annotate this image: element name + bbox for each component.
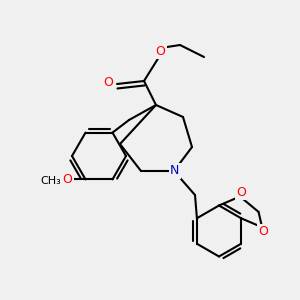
Text: N: N bbox=[170, 164, 179, 178]
Text: O: O bbox=[259, 225, 269, 238]
Text: O: O bbox=[103, 76, 113, 89]
Text: CH₃: CH₃ bbox=[40, 176, 61, 186]
Text: O: O bbox=[156, 44, 165, 58]
Text: O: O bbox=[237, 185, 246, 199]
Text: O: O bbox=[63, 173, 72, 186]
